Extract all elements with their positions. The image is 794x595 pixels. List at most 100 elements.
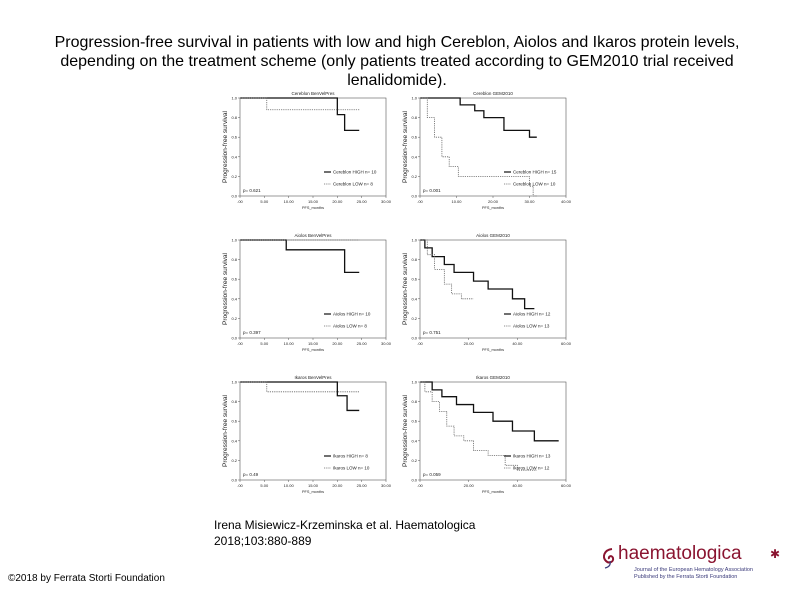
y-tick-label: 0.8 [411,257,417,262]
y-tick-label: 0.4 [411,296,417,301]
y-axis-label: Progression-free survival [222,395,229,467]
y-tick-label: 0.8 [231,399,237,404]
y-axis-label: Progression-free survival [402,253,409,325]
x-axis-label: PFS_months [482,348,504,352]
x-tick-label: 60.00 [561,483,572,488]
x-tick-label: 5.00 [260,483,269,488]
y-tick-label: 1.0 [411,96,417,101]
x-tick-label: 25.00 [357,483,368,488]
slide-title: Progression-free survival in patients wi… [54,34,740,89]
x-tick-label: 20.00 [332,341,343,346]
x-tick-label: 40.00 [512,483,523,488]
x-tick-label: 20.00 [332,199,343,204]
x-tick-label: 10.00 [451,199,462,204]
y-tick-label: 1.0 [411,380,417,385]
logo-tagline-1: Journal of the European Hematology Assoc… [634,567,753,573]
km-curve-high [240,97,360,131]
x-tick-label: 10.00 [284,341,295,346]
logo-swirl-icon [603,548,615,569]
x-tick-label: 5.00 [260,341,269,346]
y-tick-label: 0.0 [231,478,237,483]
y-axis-label: Progression-free survival [222,111,229,183]
legend-entry: Ikaros HIGH n= 13 [513,454,551,459]
x-tick-label: 40.00 [561,199,572,204]
x-axis-label: PFS_months [302,206,324,210]
y-tick-label: 0.6 [411,135,417,140]
y-tick-label: 0.6 [411,419,417,424]
y-tick-label: 0.4 [231,438,237,443]
x-axis-label: PFS_months [482,490,504,494]
x-tick-label: 10.00 [284,483,295,488]
y-axis-label: Progression-free survival [402,111,409,183]
legend-entry: Cereblon LOW n= 10 [513,182,556,187]
p-value-label: p= 0.49 [243,472,259,477]
legend-entry: Aiolos LOW n= 8 [333,324,367,329]
legend-entry: Ikaros LOW n= 12 [513,466,550,471]
x-axis-label: PFS_months [302,348,324,352]
y-tick-label: 0.6 [231,419,237,424]
chart-title: Cereblon GEM2010 [473,91,513,96]
haematologica-logo: haematologica Journal of the European He… [600,543,780,580]
km-chart-ikaros-benvelpres: Ikaros BenVelPres 0.0 0.2 0.4 0.6 0.8 1.0 .00 5.… [218,372,394,498]
km-curve-high [240,381,360,412]
x-tick-label: .00 [417,483,423,488]
y-tick-label: 0.8 [411,399,417,404]
km-chart-aiolos-gem2010: Aiolos GEM2010 0.0 0.2 0.4 0.6 0.8 1.0 .00 20.00… [398,230,574,356]
km-curve-low [240,381,360,393]
x-tick-label: .00 [417,199,423,204]
km-chart-aiolos-benvelpres: Aiolos BenVelPres 0.0 0.2 0.4 0.6 0.8 1.0 .00 5.… [218,230,394,356]
x-tick-label: .00 [237,199,243,204]
km-chart-cereblon-gem2010: Cereblon GEM2010 0.0 0.2 0.4 0.6 0.8 1.0 .00 10.… [398,88,574,214]
y-tick-label: 0.2 [411,174,417,179]
y-tick-label: 0.2 [231,174,237,179]
x-tick-label: 20.00 [332,483,343,488]
p-value-label: p= 0.621 [243,188,261,193]
p-value-label: p= 0.397 [243,330,261,335]
km-curve-high [420,97,537,138]
km-curve-high [420,381,559,442]
plot-frame [419,239,567,339]
y-tick-label: 0.8 [411,115,417,120]
legend-entry: Aiolos LOW n= 13 [513,324,550,329]
x-tick-label: 30.00 [381,199,392,204]
chart-title: Aiolos BenVelPres [294,233,332,238]
chart-title: Ikaros GEM2010 [476,375,510,380]
x-tick-label: 15.00 [308,199,319,204]
x-tick-label: 25.00 [357,199,368,204]
legend-entry: Aiolos HIGH n= 10 [333,312,371,317]
y-tick-label: 0.4 [411,154,417,159]
legend-entry: Cereblon LOW n= 8 [333,182,373,187]
copyright-notice: ©2018 by Ferrata Storti Foundation [8,573,165,584]
y-tick-label: 0.8 [231,115,237,120]
y-axis-label: Progression-free survival [402,395,409,467]
p-value-label: p= 0.751 [423,330,441,335]
x-axis-label: PFS_months [302,490,324,494]
x-tick-label: 20.00 [488,199,499,204]
y-tick-label: 0.4 [411,438,417,443]
y-tick-label: 0.4 [231,296,237,301]
y-tick-label: 1.0 [231,96,237,101]
x-axis-label: PFS_months [482,206,504,210]
y-tick-label: 0.8 [231,257,237,262]
logo-tagline-2: Published by the Ferrata Storti Foundati… [634,574,738,580]
x-tick-label: 20.00 [464,341,475,346]
x-tick-label: 20.00 [464,483,475,488]
km-curve-high [420,239,535,310]
legend-entry: Cereblon HIGH n= 15 [513,170,557,175]
km-curve-low [420,381,537,471]
x-tick-label: 5.00 [260,199,269,204]
y-tick-label: 0.0 [231,194,237,199]
citation-reference: 2018;103:880-889 [214,534,312,548]
chart-title: Aiolos GEM2010 [476,233,510,238]
y-tick-label: 1.0 [231,238,237,243]
km-chart-cereblon-benvelpres: Cereblon BenVelPres 0.0 0.2 0.4 0.6 0.8 1.0 .00… [218,88,394,214]
p-value-label: p= 0.001 [423,188,441,193]
y-tick-label: 0.0 [231,336,237,341]
y-axis-label: Progression-free survival [222,253,229,325]
y-tick-label: 0.2 [231,316,237,321]
x-tick-label: 30.00 [381,341,392,346]
y-tick-label: 0.0 [411,336,417,341]
x-tick-label: 30.00 [524,199,535,204]
p-value-label: p= 0.059 [423,472,441,477]
legend-entry: Ikaros HIGH n= 8 [333,454,368,459]
